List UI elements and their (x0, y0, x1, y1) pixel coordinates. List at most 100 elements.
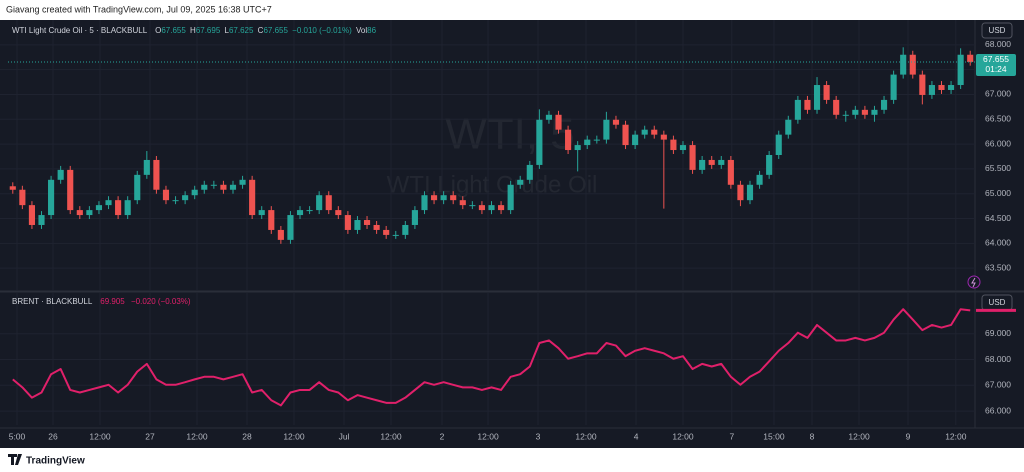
grid (0, 20, 975, 425)
last-price-tag (976, 53, 1016, 76)
candle-body (699, 159, 706, 170)
candle-body (287, 215, 294, 240)
currency-button[interactable] (981, 22, 1013, 39)
header: Giavang created with TradingView.com, Ju… (6, 4, 272, 14)
candle-body (306, 210, 313, 212)
candle-body (105, 200, 112, 206)
candle-body (775, 134, 782, 155)
y-tick-label: 65.500 (985, 163, 1011, 173)
candle-body (517, 179, 524, 185)
candle-body (794, 99, 801, 120)
x-tick-label: 7 (729, 431, 734, 441)
candle-body (833, 99, 840, 115)
watermark: WTI, 5 (445, 110, 575, 159)
legend-change: −0.010 (−0.01%) (292, 26, 352, 35)
candle-body (134, 174, 141, 201)
x-tick-label: 8 (810, 431, 815, 441)
x-tick-label: 12:00 (945, 431, 967, 441)
candle-body (565, 129, 572, 151)
candle-body (316, 195, 323, 211)
currency-label[interactable]: USD (989, 298, 1006, 307)
candle-body (938, 85, 945, 90)
candle-body (48, 179, 55, 216)
candle-body (67, 169, 74, 211)
x-tick-label: 9 (906, 431, 911, 441)
candle-body (201, 184, 208, 190)
candle-body (756, 174, 763, 185)
candle-body (28, 205, 35, 225)
legend-title: BRENT · BLACKBULL (12, 297, 93, 306)
legend-value: 67.625 (229, 26, 254, 35)
candle-body (507, 184, 514, 211)
legend-value: 67.655 (263, 26, 288, 35)
legend-key: C (258, 26, 264, 35)
y-tick-label: 68.000 (985, 39, 1011, 49)
candle-body (335, 210, 342, 216)
x-tick-label: 4 (634, 431, 639, 441)
candle-body (373, 224, 380, 230)
candle-body (277, 229, 284, 240)
line-series (12, 308, 971, 407)
x-tick-label: 26 (48, 431, 58, 441)
candle-body (191, 189, 198, 196)
candle-body (86, 210, 93, 216)
legend-value: 86 (367, 26, 376, 35)
candle-body (574, 145, 581, 151)
y-tick-label: 67.000 (985, 380, 1011, 390)
y-tick-label: 69.000 (985, 328, 1011, 338)
candle-body (402, 224, 409, 235)
candle-body (411, 210, 418, 225)
candle-body (172, 200, 179, 202)
candle-body (526, 164, 533, 180)
legend-value: 67.695 (196, 26, 221, 35)
x-tick-label: 12:00 (186, 431, 208, 441)
candle-body (95, 205, 103, 211)
y-tick-label: 65.000 (985, 188, 1011, 198)
y-tick-label: 64.000 (985, 238, 1011, 248)
x-tick-label: 12:00 (283, 431, 305, 441)
candle-body (727, 159, 734, 185)
candle-body (469, 205, 476, 207)
candle-body (813, 85, 821, 110)
x-tick-label: 12:00 (672, 431, 694, 441)
candle-body (766, 155, 773, 175)
candle-body (229, 184, 237, 190)
candle-body (440, 195, 447, 201)
candle-body (57, 169, 64, 180)
alert-icon[interactable] (967, 275, 981, 289)
candle-body (928, 85, 935, 95)
candle-body (593, 139, 600, 141)
x-tick-label: Jul (339, 431, 350, 441)
candle-body (430, 195, 438, 201)
candle-body (689, 145, 696, 170)
candle-body (143, 159, 150, 175)
candle-body (842, 114, 849, 116)
x-tick-label: 27 (145, 431, 155, 441)
candle-body (239, 179, 246, 185)
x-tick-label: 15:00 (763, 431, 785, 441)
watermark: WTI Light Crude Oil (387, 171, 598, 198)
candle-body (584, 139, 591, 146)
candle-body (354, 220, 361, 230)
candle-body (421, 195, 428, 211)
candle-body (871, 109, 878, 115)
candle-body (210, 184, 217, 186)
chart-background (0, 20, 1024, 448)
candle-body (9, 186, 16, 190)
legend-key: L (225, 26, 230, 35)
alert-icon-bolt (971, 277, 976, 288)
candle-body (38, 215, 45, 225)
candle-body (363, 220, 371, 225)
x-tick-label: 5:00 (9, 431, 26, 441)
candle-body (545, 114, 553, 120)
y-tick-label: 63.500 (985, 262, 1011, 272)
legend-value: 67.655 (161, 26, 186, 35)
candle-body (890, 74, 897, 100)
candle-body (919, 74, 926, 95)
legend: WTI Light Crude Oil · 5 · BLACKBULL O67.… (12, 26, 377, 35)
candle-body (746, 184, 754, 201)
x-tick-label: 3 (536, 431, 541, 441)
currency-label[interactable]: USD (989, 26, 1006, 35)
x-tick-label: 12:00 (89, 431, 111, 441)
